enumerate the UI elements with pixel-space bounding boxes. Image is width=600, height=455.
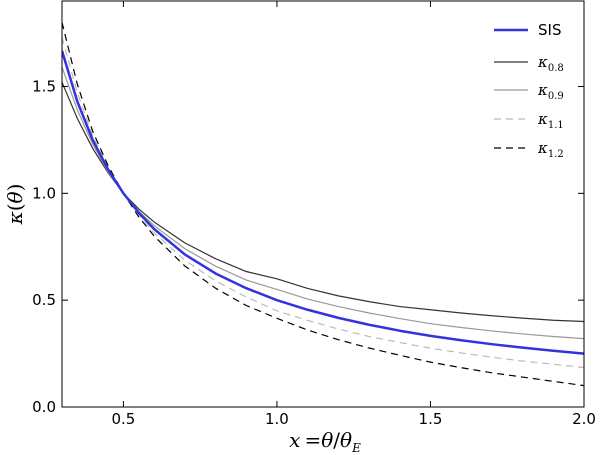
svg-text:x=θ/θE: x =θ/θE bbox=[289, 428, 361, 455]
y-tick-label: 0.5 bbox=[32, 291, 56, 309]
y-tick-label: 1.5 bbox=[32, 77, 56, 95]
y-tick-label: 0.0 bbox=[32, 398, 56, 416]
series-line-2 bbox=[62, 67, 584, 340]
legend-label: κ0.9 bbox=[537, 81, 564, 102]
plot-frame bbox=[61, 0, 585, 408]
legend-label: κ1.1 bbox=[537, 110, 564, 131]
series-line-1 bbox=[62, 81, 584, 323]
series-line-4 bbox=[62, 22, 584, 387]
series-line-3 bbox=[62, 37, 584, 369]
series-layer bbox=[62, 22, 584, 387]
x-tick-label: 1.0 bbox=[265, 410, 289, 428]
y-axis-label: κ(θ) bbox=[3, 184, 27, 226]
series-line-0 bbox=[62, 50, 584, 355]
x-tick-label: 2.0 bbox=[572, 410, 596, 428]
x-axis-label: x =θ/θE bbox=[289, 428, 361, 455]
x-tick-label: 0.5 bbox=[111, 410, 135, 428]
legend-label: SIS bbox=[538, 21, 561, 39]
x-tick-label: 1.5 bbox=[419, 410, 443, 428]
legend-label: κ1.2 bbox=[537, 139, 564, 160]
legend-label: κ0.8 bbox=[537, 53, 564, 74]
ticks-layer: 0.5 1.0 1.5 2.0 0.0 0.5 1.0 1.5 bbox=[32, 1, 596, 428]
svg-text:κ(θ): κ(θ) bbox=[3, 184, 27, 226]
legend: SIS κ0.8 κ0.9 κ1.1 κ1.2 bbox=[494, 21, 564, 160]
y-tick-label: 1.0 bbox=[32, 184, 56, 202]
